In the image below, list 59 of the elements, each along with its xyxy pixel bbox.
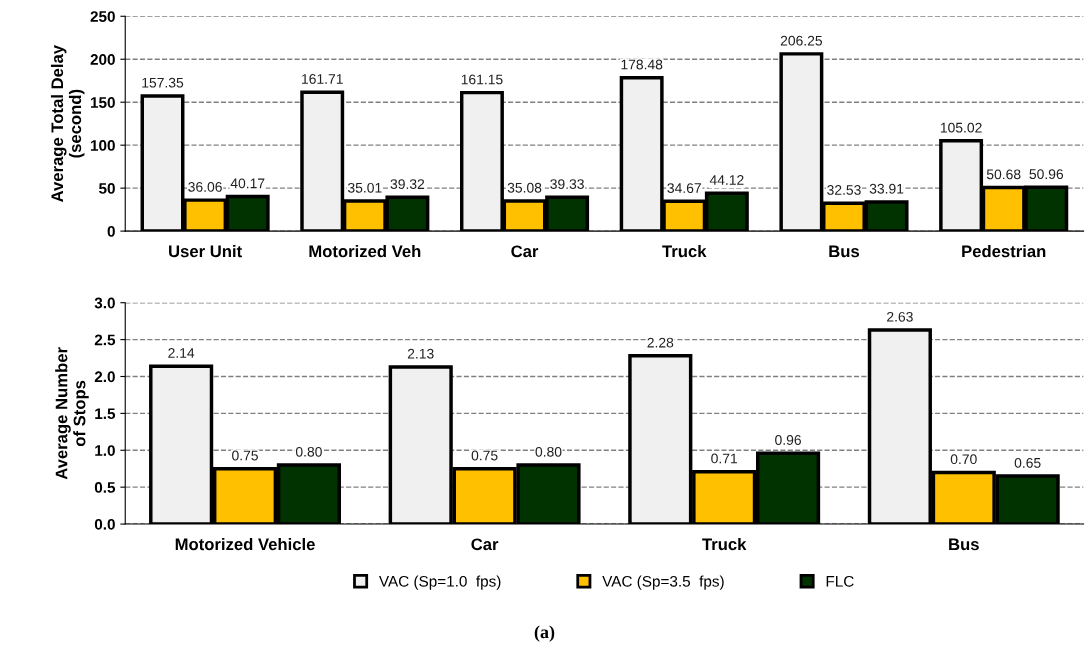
data-label: 0.70 <box>950 454 977 465</box>
y-tick-label: 100 <box>90 140 115 151</box>
data-label: 206.25 <box>780 35 823 46</box>
data-label: 33.91 <box>869 183 904 194</box>
y-tick-label: 150 <box>90 97 115 108</box>
data-label: 50.96 <box>1029 169 1064 180</box>
x-tick-label: Bus <box>829 245 860 258</box>
x-tick-label: Truck <box>702 537 747 551</box>
y-axis-title: Average Total Delay (second) <box>50 45 85 203</box>
legend-label: FLC <box>826 575 854 587</box>
data-label: 39.33 <box>550 179 584 190</box>
data-label: 0.75 <box>471 450 498 461</box>
y-tick-label: 1.5 <box>95 408 116 420</box>
data-label: 44.12 <box>709 175 744 185</box>
data-label: 40.17 <box>230 178 265 189</box>
data-label: 36.06 <box>188 181 222 192</box>
x-tick-label: Truck <box>662 244 707 258</box>
x-tick-label: Car <box>471 538 499 551</box>
data-label: 0.80 <box>535 446 562 457</box>
data-label: 0.75 <box>232 450 258 461</box>
x-tick-label: Bus <box>949 538 979 551</box>
y-tick-label: 0.0 <box>94 518 115 530</box>
y-tick-label: 250 <box>90 11 115 22</box>
x-tick-label: Car <box>511 245 539 258</box>
data-label: 2.13 <box>407 348 434 359</box>
y-axis-title: Average Number of Stops <box>55 347 89 480</box>
y-tick-label: 2.0 <box>94 371 115 383</box>
data-label: 0.71 <box>711 453 738 464</box>
y-tick-label: 2.5 <box>94 334 116 346</box>
data-label: 39.32 <box>390 179 425 190</box>
x-tick-label: Motorized Veh <box>309 244 421 258</box>
x-tick-label: User Unit <box>169 244 242 258</box>
data-label: 161.71 <box>302 74 343 84</box>
y-tick-label: 50 <box>98 183 115 194</box>
data-label: 50.68 <box>986 169 1021 180</box>
y-tick-label: 0.5 <box>94 482 116 493</box>
data-label: 0.96 <box>775 435 801 445</box>
legend-label: VAC (Sp=1.0 fps) <box>379 575 501 590</box>
data-label: 105.02 <box>940 122 982 133</box>
y-tick-label: 0 <box>107 225 115 237</box>
text: (a) <box>534 625 555 642</box>
data-label: 0.80 <box>295 446 322 457</box>
data-label: 2.14 <box>168 348 195 358</box>
data-label: 35.01 <box>347 182 382 193</box>
data-label: 157.35 <box>142 77 184 88</box>
data-label: 2.63 <box>887 311 913 322</box>
data-label: 178.48 <box>621 59 663 70</box>
y-tick-label: 3.0 <box>94 297 115 309</box>
x-tick-label: Motorized Vehicle <box>175 537 315 551</box>
data-label: 2.28 <box>647 337 674 348</box>
data-label: 32.53 <box>827 185 861 195</box>
data-label: 34.67 <box>667 183 701 194</box>
x-tick-label: Pedestrian <box>962 244 1046 258</box>
y-tick-label: 1.0 <box>95 445 115 456</box>
legend-label: VAC (Sp=3.5 fps) <box>602 575 724 590</box>
data-label: 161.15 <box>461 74 503 85</box>
data-label: 0.65 <box>1014 457 1041 468</box>
y-tick-label: 200 <box>90 54 115 65</box>
data-label: 35.08 <box>507 182 542 193</box>
